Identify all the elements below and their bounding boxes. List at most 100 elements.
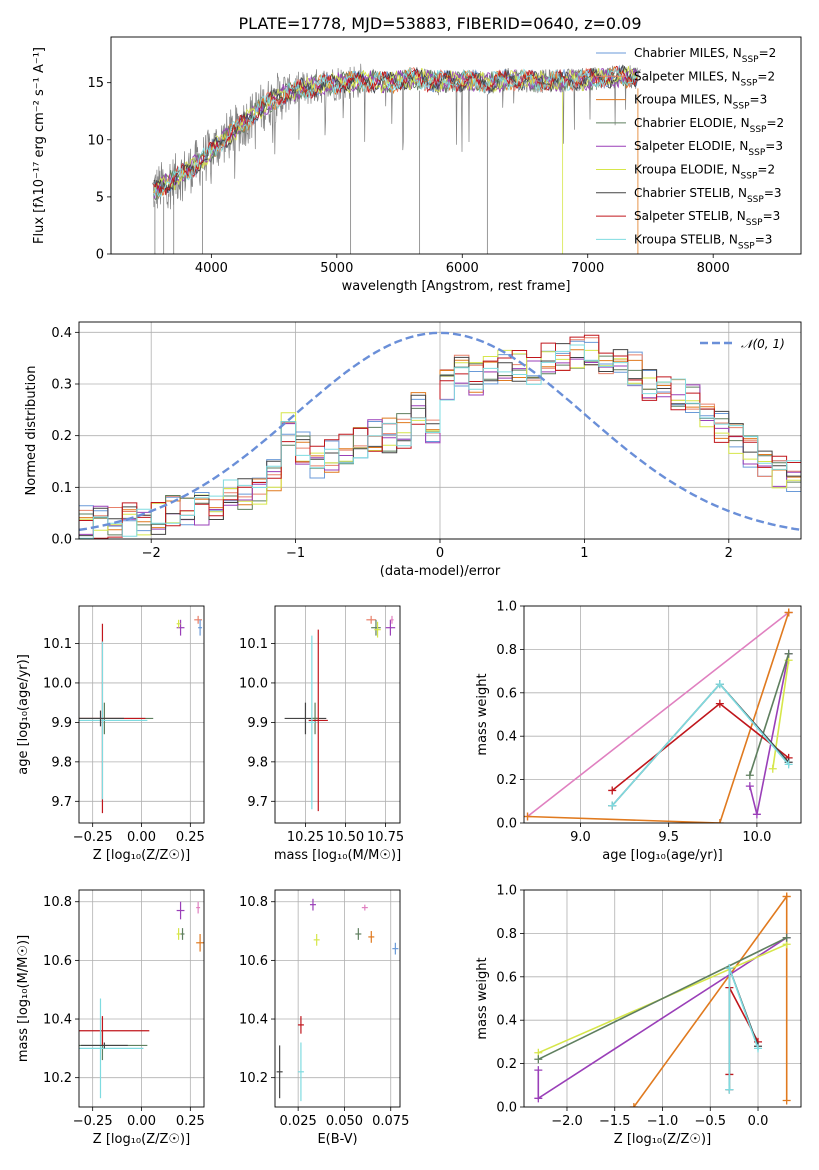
x-tick-label: 10.50 (327, 830, 364, 845)
weight-vs-age-plot: 9.0 9.5 10.0 0.0 0.2 0.4 0.6 0.8 1.0 age [log₁₀(a… (475, 600, 802, 863)
x-tick-label: 0.25 (176, 1114, 205, 1129)
plot-area (152, 63, 641, 254)
y-tick-label: 0.0 (51, 533, 72, 548)
y-tick-label: 5 (96, 190, 104, 205)
mass-vs-extinction-plot: 0.025 0.050 0.075 10.2 10.4 10.6 10.8 E(B-V) (239, 889, 409, 1147)
histogram-kroupa_stelib (79, 344, 801, 539)
data-point (79, 998, 144, 1099)
y-tick-label: 0.8 (496, 643, 517, 658)
x-tick-label: 9.5 (658, 830, 679, 845)
x-axis-label: Z [log₁₀(Z/Z☉)] (614, 1132, 711, 1147)
weight-series-extra_pink (527, 611, 790, 818)
x-tick-label: 9.0 (570, 830, 591, 845)
legend-entry: Kroupa STELIB, NSSP=3 (634, 232, 772, 251)
y-tick-label: 0.0 (496, 1101, 517, 1116)
age-vs-mass-plot: 10.25 10.50 10.75 9.7 9.8 9.9 10.0 10.1 mass [lo… (239, 605, 404, 863)
y-tick-label: 0.2 (51, 429, 72, 444)
y-tick-label: 15 (87, 76, 104, 91)
spectrum-plot: 4000 5000 6000 7000 8000 0 5 10 15 wavelength [An… (32, 36, 802, 294)
plot-area (534, 892, 791, 1107)
legend-value: =2 (766, 116, 784, 130)
plus-marker (725, 1085, 734, 1094)
y-axis-label: mass weight (475, 673, 490, 755)
legend-entry: Chabrier STELIB, NSSP=3 (634, 186, 782, 205)
x-tick-label: 0.050 (326, 1114, 363, 1129)
weight-series-kroupa_miles (527, 612, 790, 823)
legend-value: =2 (759, 46, 777, 60)
x-tick-label: 2 (725, 546, 733, 561)
legend-entry: Salpeter MILES, NSSP=2 (634, 69, 775, 88)
legend-entry: Salpeter STELIB, NSSP=3 (634, 209, 780, 228)
x-tick-label: 0.025 (280, 1114, 317, 1129)
y-tick-label: 0.2 (496, 1057, 517, 1072)
x-axis-label: E(B-V) (317, 1132, 357, 1147)
x-tick-label: 5000 (320, 261, 353, 276)
plus-marker (629, 1103, 638, 1107)
legend-subscript: SSP (733, 102, 750, 112)
plus-marker (715, 699, 724, 708)
model-salpeter_stelib (153, 65, 638, 196)
legend-value: =2 (757, 69, 775, 83)
axes-frame (78, 889, 205, 1108)
data-point (176, 928, 181, 940)
plus-marker (715, 680, 724, 689)
legend-subscript: SSP (748, 148, 765, 158)
y-tick-label: 0 (96, 248, 104, 263)
data-point (390, 615, 394, 624)
legend-entry: Salpeter ELODIE, NSSP=3 (634, 139, 783, 158)
axes-frame (523, 605, 802, 824)
y-tick-label: 9.7 (247, 795, 268, 810)
x-axis-label: mass [log₁₀(M/M☉)] (274, 848, 401, 863)
legend-value: =3 (765, 139, 783, 153)
y-tick-label: 10.4 (239, 1013, 268, 1028)
axes-frame (274, 605, 401, 824)
plus-marker (725, 964, 734, 973)
plus-marker (752, 810, 761, 819)
data-point (313, 933, 320, 946)
x-tick-label: −1 (286, 546, 305, 561)
data-point (79, 710, 124, 727)
model-kroupa_elodie (153, 66, 638, 193)
y-tick-label: 10.2 (43, 1071, 72, 1086)
plus-marker (608, 786, 617, 795)
weight-series-chabrier_elodie (537, 936, 788, 1061)
legend-subscript: SSP (742, 55, 759, 65)
plus-marker (782, 933, 791, 942)
x-axis-label: Z [log₁₀(Z/Z☉)] (93, 848, 190, 863)
x-tick-label: 10.75 (367, 830, 404, 845)
plus-marker (534, 1066, 543, 1075)
axes-frame (274, 889, 401, 1108)
x-axis-label: (data-model)/error (380, 564, 501, 579)
y-tick-label: 9.8 (247, 755, 268, 770)
data-point (309, 898, 316, 911)
data-point (392, 942, 399, 955)
data-point (308, 635, 316, 810)
weight-series-salpeter_stelib (728, 987, 759, 1075)
y-tick-label: 0.4 (496, 730, 517, 745)
plot-area (79, 615, 203, 814)
y-tick-label: 0.6 (496, 970, 517, 985)
data-point (297, 1016, 304, 1034)
y-tick-label: 0.4 (51, 326, 72, 341)
legend-value: =3 (750, 93, 768, 107)
axes-frame (78, 321, 802, 540)
x-tick-label: −0.25 (73, 1114, 113, 1129)
x-tick-label: 10.25 (287, 830, 324, 845)
plus-marker (754, 1044, 763, 1053)
plus-marker (745, 771, 754, 780)
weight-series-salpeter_elodie (749, 653, 790, 815)
data-point (368, 931, 375, 943)
legend-entry: 𝒩(0, 1) (741, 337, 785, 351)
plus-marker (745, 782, 754, 791)
axes-frame (110, 36, 802, 255)
data-point (196, 901, 201, 914)
plus-marker (782, 892, 791, 901)
residual-histogram-plot: −2 −1 0 1 2 0.0 0.1 0.2 0.3 0.4 (data-model)/error… (24, 321, 802, 579)
plus-marker (768, 764, 777, 773)
x-tick-label: 7000 (571, 261, 604, 276)
x-tick-label: 4000 (195, 261, 228, 276)
y-tick-label: 9.9 (51, 716, 72, 731)
y-tick-label: 0.2 (496, 773, 517, 788)
y-tick-label: 9.7 (51, 795, 72, 810)
y-tick-label: 10.1 (239, 637, 268, 652)
